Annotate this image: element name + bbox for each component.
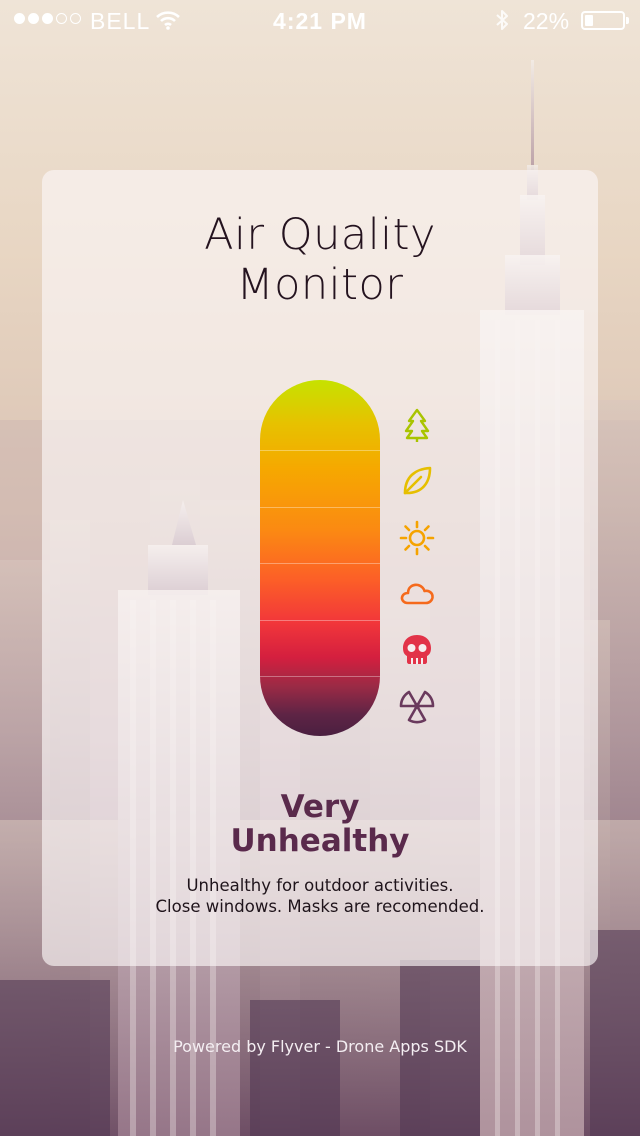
tree-icon [404,408,430,442]
page-title: Air Quality Monitor [42,210,598,310]
advice-line-1: Unhealthy for outdoor activities. [186,876,454,895]
carrier-name: BELL [90,8,151,34]
title-line-1: Air Quality [204,210,436,260]
health-advice: Unhealthy for outdoor activities. Close … [42,875,598,917]
gauge-divider [260,507,380,508]
status-line-1: Very [280,789,360,825]
battery-icon [581,11,629,30]
sun-icon [399,520,435,556]
bluetooth-icon [496,10,508,30]
leaf-icon [403,466,432,495]
battery-level-fill [585,15,593,26]
gauge-divider [260,676,380,677]
status-line-2: Unhealthy [230,823,410,859]
advice-line-2: Close windows. Masks are recomended. [155,897,485,916]
gauge-divider [260,563,380,564]
air-quality-status: Very Unhealthy [42,790,598,858]
air-quality-card: Air Quality Monitor [42,170,598,966]
title-line-2: Monitor [236,260,404,310]
air-quality-gauge [260,380,380,736]
battery-percent: 22% [523,8,570,34]
skull-icon [403,635,431,664]
radiation-icon [399,690,435,724]
signal-strength-icon [14,13,81,24]
clock: 4:21 PM [273,8,367,34]
gauge-divider [260,620,380,621]
gauge-divider [260,450,380,451]
powered-by-footer: Powered by Flyver - Drone Apps SDK [173,1037,467,1056]
wifi-icon [156,11,180,30]
status-bar: BELL 4:21 PM 22% [0,0,640,40]
cloud-icon [400,583,434,605]
